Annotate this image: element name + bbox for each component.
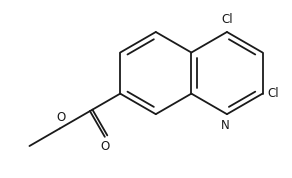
Text: Cl: Cl [267,87,279,100]
Text: Cl: Cl [221,13,233,26]
Text: O: O [100,140,110,153]
Text: N: N [220,119,229,132]
Text: O: O [56,111,65,124]
